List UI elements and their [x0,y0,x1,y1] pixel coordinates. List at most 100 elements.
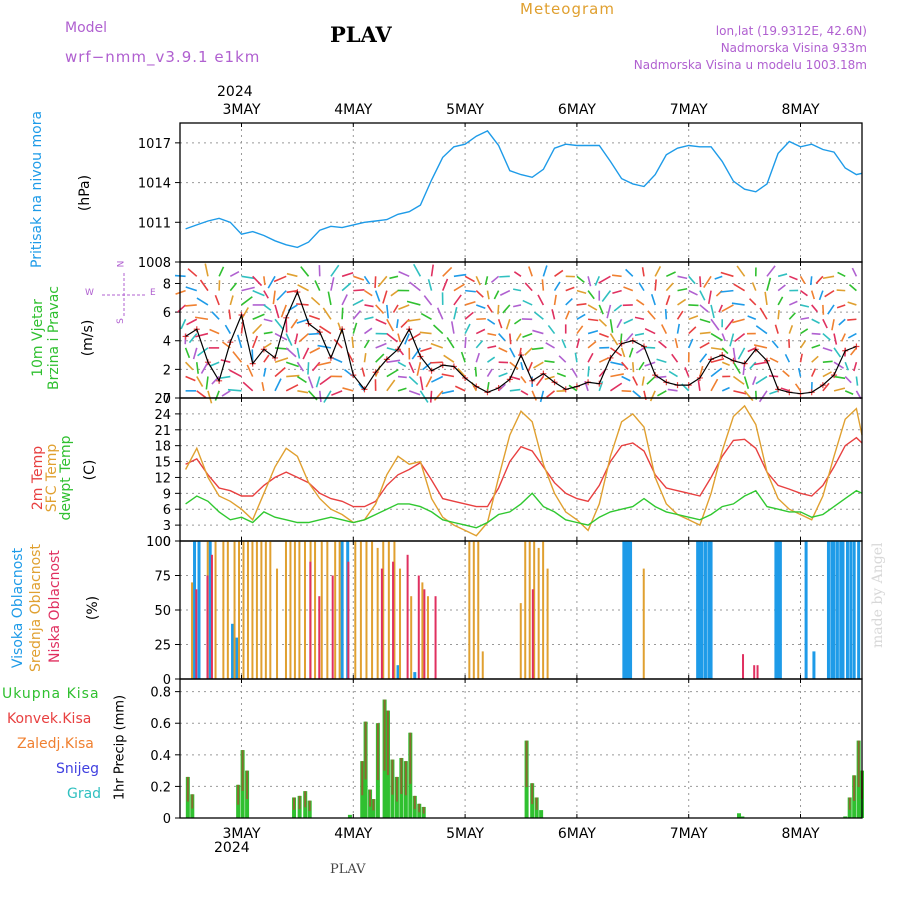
wind-arrow [811,344,821,349]
bar-mid_cloud [468,541,471,679]
wind-arrow [721,386,730,392]
wind-arrow [541,279,545,291]
wind-arrow [571,367,578,377]
wind-arrow [352,322,358,334]
wind-arrow [184,347,191,359]
wind-arrow [221,390,231,397]
bar-mid_cloud [533,541,536,679]
bar-low_cloud [318,596,321,679]
model-label: Model [65,20,108,36]
bar-total_precip [347,814,352,818]
wind-arrow [822,304,825,315]
wind-arrow [263,318,273,323]
wind-arrow [635,299,645,306]
wind-arrow [520,376,527,384]
bar-low_cloud [417,575,420,679]
wind-arrow [276,290,287,301]
wind-arrow [625,268,634,277]
wind-arrow [625,333,634,342]
wind-arrow [847,301,857,306]
wind-arrow [509,333,512,345]
bar-mid_cloud [246,541,249,679]
bar-high_cloud [396,665,400,679]
wind-arrow [236,334,243,349]
y-tick-label-temperature: 24 [154,408,171,423]
wind-arrow [665,295,671,306]
wind-arrow [185,361,194,371]
wind-arrow [724,318,735,331]
wind-arrow [286,374,300,378]
x-day-label-bottom: 5MAY [446,826,484,842]
bar-conv-total_precip [364,721,367,780]
wind-arrow [657,390,667,397]
bar-total_precip [539,810,544,818]
bar-mid_cloud [289,541,292,679]
bar-high_cloud [852,541,856,679]
wind-arrow [352,310,362,320]
bar-conv-total_precip [304,791,307,808]
wind-arrow [799,340,806,349]
wind-arrow [185,286,198,292]
wind-arrow [300,266,310,277]
wind-arrow [524,282,533,292]
wind-arrow [733,283,746,292]
wind-arrow [610,361,624,366]
wind-arrow [341,282,352,292]
wind-arrow [699,331,711,335]
wind-arrow [546,390,556,398]
wind-arrow [840,333,846,342]
wind-arrow [430,264,434,277]
wind-arrow [611,274,622,278]
wind-arrow [286,272,298,278]
wind-arrow [476,304,486,309]
wind-arrow [464,323,471,334]
wind-arrow [788,312,796,320]
wind-arrow [273,275,287,283]
wind-arrow [800,328,809,335]
wind-arrow [475,340,484,349]
wind-arrow [587,329,599,335]
wind-arrow [242,381,254,392]
wind-arrow [532,329,544,335]
wind-arrow [499,289,511,296]
bar-mid_cloud [382,541,385,679]
wind-arrow [386,332,398,343]
wind-arrow [297,284,309,292]
wind-arrow [531,390,537,401]
bar-low_cloud [210,554,213,679]
wind-arrow [408,361,415,374]
wind-arrow [498,383,506,392]
wind-arrow [386,368,399,378]
wind-arrow [429,390,433,403]
bar-high_cloud [235,637,239,679]
wind-arrow [427,279,433,291]
wind-arrow [263,367,267,377]
wind-arrow [535,376,544,387]
bar-low_cloud [434,596,437,679]
x-day-label-bottom: 8MAY [781,826,819,842]
wind-arrow [732,347,737,362]
x-day-label-top: 6MAY [558,102,596,118]
wind-arrow [408,332,421,342]
wind-arrow [674,338,679,349]
bar-conv-total_precip [418,803,421,813]
year-top: 2024 [217,84,253,100]
wind-arrow [732,375,745,385]
wind-arrow [587,352,594,363]
bar-mid_cloud [264,541,267,679]
wind-arrow [453,273,467,278]
wind-arrow [818,290,824,301]
wind-arrow [671,353,679,363]
wind-arrow [314,280,321,291]
wind-arrow [285,347,297,358]
wind-arrow [296,361,305,372]
wind-arrow [389,275,399,280]
wind-arrow [296,347,301,359]
wind-arrow [699,353,708,363]
wind-arrow [498,372,508,378]
wind-arrow [205,376,209,390]
station-title: PLAV [330,22,392,47]
wind-arrow [747,347,757,353]
wind-arrow [688,275,696,285]
wind-arrow [441,373,455,378]
